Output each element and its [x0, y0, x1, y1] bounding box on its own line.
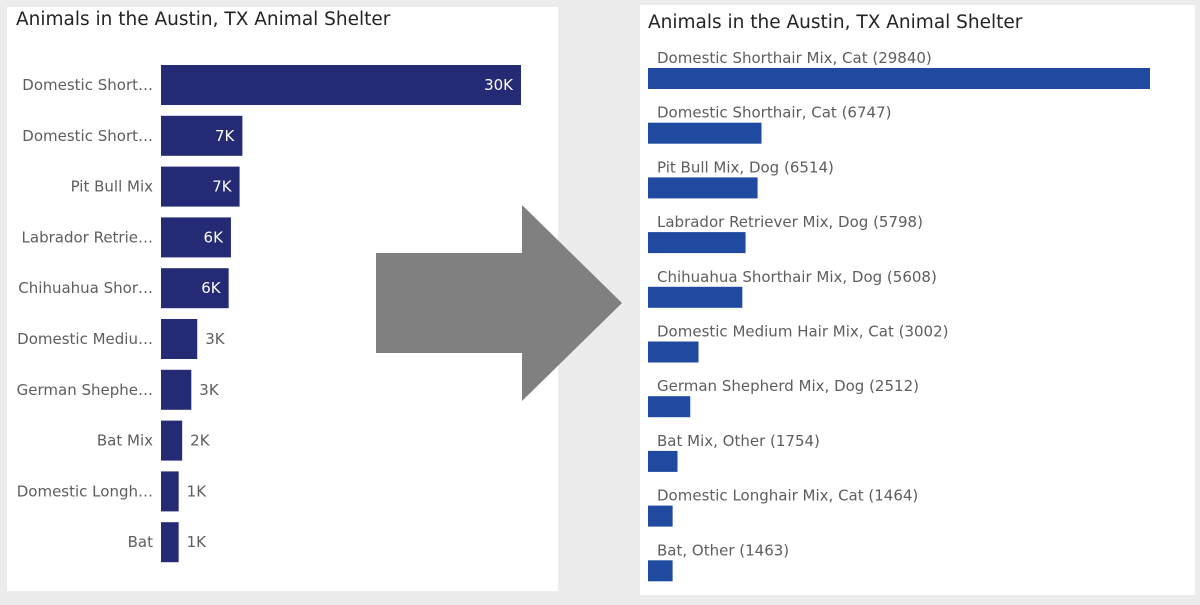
right-bar[interactable] — [648, 286, 743, 308]
left-category-label: Domestic Longh… — [17, 482, 153, 500]
right-category-label: Domestic Medium Hair Mix, Cat (3002) — [657, 323, 948, 341]
left-value-label: 3K — [205, 330, 226, 348]
left-value-label: 2K — [190, 432, 211, 450]
left-category-label: Domestic Short… — [22, 127, 153, 145]
left-value-label: 7K — [215, 127, 236, 145]
right-category-label: Domestic Shorthair Mix, Cat (29840) — [657, 49, 932, 67]
left-category-label: Pit Bull Mix — [71, 178, 154, 196]
left-bar[interactable] — [161, 319, 198, 359]
left-category-label: Labrador Retrie… — [22, 228, 153, 246]
left-value-label: 6K — [201, 279, 222, 297]
left-bar[interactable] — [161, 420, 183, 461]
right-category-label: German Shepherd Mix, Dog (2512) — [657, 377, 919, 395]
right-bar[interactable] — [648, 560, 673, 582]
left-value-label: 1K — [187, 482, 208, 500]
left-category-label: German Shephe… — [17, 381, 153, 399]
right-bar[interactable] — [648, 177, 758, 199]
left-category-label: Domestic Short… — [22, 76, 153, 94]
right-category-label: Labrador Retriever Mix, Dog (5798) — [657, 213, 923, 231]
right-arrow-icon — [376, 205, 622, 401]
left-value-label: 30K — [484, 76, 514, 94]
left-value-label: 7K — [212, 178, 233, 196]
left-bar[interactable] — [161, 166, 240, 207]
left-bar[interactable] — [161, 471, 179, 512]
left-bar[interactable] — [161, 522, 179, 563]
right-category-label: Domestic Longhair Mix, Cat (1464) — [657, 487, 918, 505]
left-value-label: 6K — [204, 228, 225, 246]
right-chart-panel: Animals in the Austin, TX Animal Shelter… — [640, 5, 1195, 595]
right-bar[interactable] — [648, 68, 1150, 89]
right-category-label: Bat Mix, Other (1754) — [657, 432, 820, 450]
left-bar[interactable] — [161, 369, 192, 410]
left-category-label: Bat Mix — [97, 432, 153, 450]
right-bar[interactable] — [648, 341, 699, 363]
left-value-label: 3K — [199, 381, 220, 399]
left-chart-title: Animals in the Austin, TX Animal Shelter — [16, 9, 391, 30]
right-category-label: Pit Bull Mix, Dog (6514) — [657, 158, 834, 176]
right-bar[interactable] — [648, 450, 678, 472]
right-bar[interactable] — [648, 232, 746, 254]
left-category-label: Chihuahua Shor… — [18, 279, 153, 297]
left-bar[interactable] — [161, 115, 243, 156]
right-category-label: Bat, Other (1463) — [657, 541, 789, 559]
left-category-label: Bat — [128, 533, 153, 551]
left-bar[interactable] — [161, 217, 231, 258]
right-chart-title: Animals in the Austin, TX Animal Shelter — [648, 12, 1023, 33]
right-category-label: Chihuahua Shorthair Mix, Dog (5608) — [657, 268, 937, 286]
right-bar[interactable] — [648, 396, 691, 418]
left-bar[interactable] — [161, 268, 229, 309]
left-category-label: Domestic Mediu… — [17, 330, 153, 348]
left-value-label: 1K — [187, 533, 208, 551]
right-bar[interactable] — [648, 122, 762, 144]
right-category-label: Domestic Shorthair, Cat (6747) — [657, 104, 891, 122]
left-bar[interactable] — [161, 65, 521, 105]
right-bar-chart: Domestic Shorthair Mix, Cat (29840) Domes… — [648, 49, 1150, 582]
left-bar-chart: Domestic Short… 30K Domestic Short… 7K Pit B… — [17, 65, 521, 563]
right-bar[interactable] — [648, 505, 673, 527]
